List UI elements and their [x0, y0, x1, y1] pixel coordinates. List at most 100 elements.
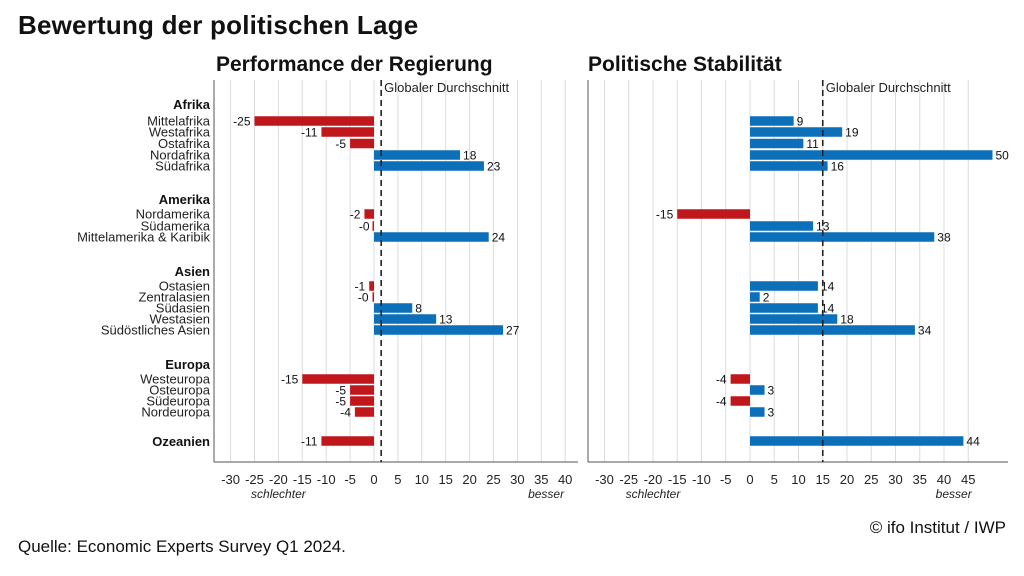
bar — [374, 303, 413, 313]
x-tick-label: 20 — [462, 472, 476, 487]
bar-value-label: 44 — [966, 435, 980, 449]
category-label: Westafrika — [149, 125, 211, 140]
x-tick-label: 35 — [534, 472, 548, 487]
x-tick-label: 10 — [791, 472, 805, 487]
category-label: Südasien — [156, 301, 210, 316]
x-tick-label: -25 — [245, 472, 264, 487]
x-tick-label: -30 — [221, 472, 240, 487]
bar-value-label: -11 — [301, 435, 318, 449]
bar-value-label: 24 — [492, 231, 506, 245]
x-tick-label: 40 — [937, 472, 951, 487]
bar — [354, 407, 374, 417]
x-tick-label: 20 — [840, 472, 854, 487]
bar-value-label: 9 — [797, 115, 804, 129]
bar — [374, 325, 504, 335]
x-tick-label: 30 — [888, 472, 902, 487]
bar — [369, 281, 374, 291]
category-label: Nordeuropa — [141, 405, 210, 420]
bar-value-label: 23 — [487, 160, 501, 174]
bar — [350, 385, 374, 395]
category-label: Nordamerika — [136, 207, 211, 222]
bar — [350, 138, 374, 149]
bar — [374, 161, 484, 171]
bar-value-label: 14 — [821, 302, 835, 316]
x-tick-label: -10 — [317, 472, 336, 487]
reference-line-label: Globaler Durchschnitt — [384, 80, 509, 95]
bar-value-label: 13 — [439, 313, 453, 327]
category-label: Zentralasien — [138, 290, 210, 305]
bar — [364, 209, 374, 219]
bar-value-label: 11 — [806, 137, 819, 151]
x-tick-label: -25 — [619, 472, 638, 487]
x-note-worse: schlechter — [251, 487, 307, 501]
panel-title: Politische Stabilität — [588, 53, 782, 76]
x-tick-label: -5 — [344, 472, 356, 487]
x-note-worse: schlechter — [626, 487, 682, 501]
bar-value-label: -15 — [656, 208, 674, 222]
bar-value-label: -5 — [335, 137, 346, 151]
bar — [750, 150, 993, 160]
bar-value-label: 16 — [831, 160, 845, 174]
x-tick-label: 40 — [558, 472, 572, 487]
x-tick-label: -10 — [692, 472, 711, 487]
bar-value-label: 2 — [763, 291, 770, 305]
x-note-better: besser — [528, 487, 565, 501]
bar — [302, 374, 374, 384]
bar — [321, 436, 374, 446]
bar — [750, 116, 794, 126]
bar-value-label: -11 — [301, 126, 318, 140]
source-note: Quelle: Economic Experts Survey Q1 2024. — [18, 537, 346, 556]
x-tick-label: -15 — [668, 472, 687, 487]
panel-title: Performance der Regierung — [216, 53, 493, 76]
category-label: Südeuropa — [146, 394, 210, 409]
bar-value-label: -5 — [335, 384, 346, 398]
x-note-better: besser — [936, 487, 973, 501]
x-tick-label: 10 — [415, 472, 429, 487]
bar-value-label: 3 — [768, 406, 775, 420]
x-tick-label: -30 — [595, 472, 614, 487]
bar-value-label: 18 — [463, 149, 477, 163]
bar-value-label: -25 — [233, 115, 251, 129]
category-label: Mittelafrika — [147, 114, 211, 129]
x-tick-label: -20 — [644, 472, 663, 487]
category-label: Nordafrika — [150, 148, 211, 163]
bar — [374, 150, 461, 160]
bar-value-label: -1 — [355, 280, 366, 294]
x-tick-label: 25 — [864, 472, 878, 487]
x-tick-label: 0 — [746, 472, 753, 487]
x-tick-label: -15 — [293, 472, 312, 487]
category-label: Südöstliches Asien — [101, 323, 210, 338]
bar-value-label: 14 — [821, 280, 835, 294]
bar-value-label: 19 — [845, 126, 859, 140]
bar-value-label: 34 — [918, 324, 932, 338]
group-label: Asien — [175, 264, 210, 279]
bar-value-label: 8 — [415, 302, 422, 316]
copyright-note: © ifo Institut / IWP — [869, 518, 1006, 537]
x-tick-label: -5 — [720, 472, 732, 487]
group-label: Europa — [165, 357, 211, 372]
x-tick-label: 25 — [486, 472, 500, 487]
bar — [350, 396, 374, 406]
x-tick-label: 5 — [771, 472, 778, 487]
bar — [677, 209, 750, 219]
bar — [750, 303, 818, 313]
bar — [750, 127, 843, 137]
bar — [730, 374, 750, 384]
bar — [730, 396, 750, 406]
bar-value-label: -0 — [359, 220, 370, 234]
bar — [750, 385, 765, 395]
bar-value-label: 18 — [840, 313, 854, 327]
bar — [750, 325, 915, 335]
bar — [750, 436, 964, 446]
category-label: Ostasien — [159, 279, 210, 294]
x-tick-label: 45 — [961, 472, 975, 487]
bar — [750, 161, 828, 171]
bar-value-label: -2 — [350, 208, 361, 222]
bar-value-label: 27 — [506, 324, 520, 338]
group-label: Amerika — [159, 192, 211, 207]
bar-value-label: 38 — [937, 231, 951, 245]
bar — [750, 138, 804, 149]
x-tick-label: -20 — [269, 472, 288, 487]
bar — [254, 116, 374, 126]
